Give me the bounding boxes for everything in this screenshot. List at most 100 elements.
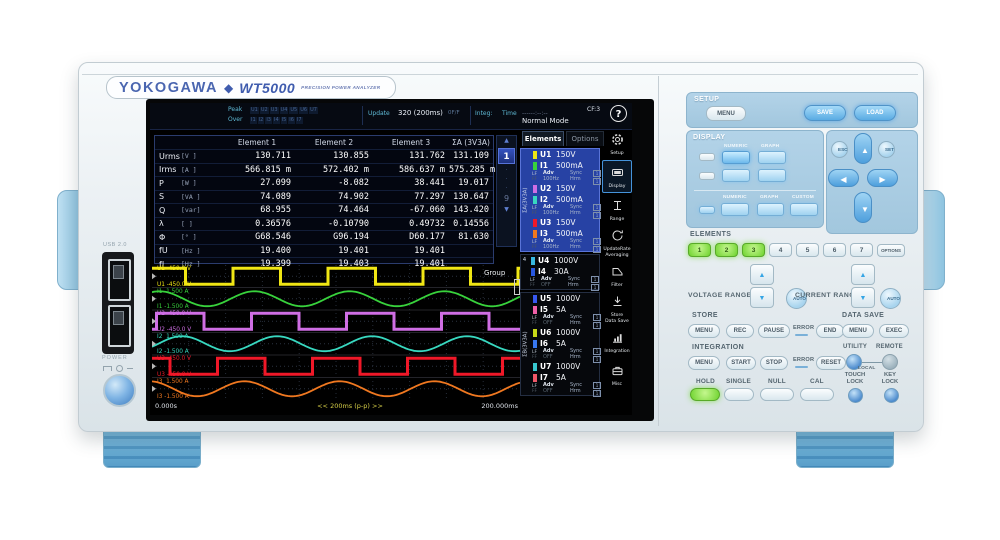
peak-channel: U1 [250,107,259,114]
options-button[interactable]: OPTIONS [877,244,905,257]
menu-item-misc[interactable]: Misc [602,358,632,391]
menu-item-range[interactable]: Range [602,193,632,226]
element-3-button[interactable]: 3 [742,243,765,257]
nav-left-button[interactable]: ◀ [828,169,859,187]
menu-item-integration[interactable]: Integration [602,325,632,358]
null-button[interactable] [760,388,794,401]
current-color-chip [533,161,537,170]
touch-lock-button[interactable] [848,388,863,403]
row-unit: [var] [181,206,201,215]
display-c-graph-button[interactable] [757,203,784,216]
channel-range: 1000V [556,328,581,337]
help-icon[interactable]: ? [610,105,627,122]
utility-button[interactable] [846,354,862,370]
element-item[interactable]: U4 1000V I4 30A LF FF Adv OFF Sync Hrm 1 1 [528,255,599,291]
element-2-button[interactable]: 2 [715,243,738,257]
element-5-button[interactable]: 5 [796,243,819,257]
key-lock-button[interactable] [884,388,899,403]
cell-value: G68.546 [255,232,291,243]
display-b-numeric-button[interactable] [722,169,750,182]
channel-range: 30A [554,267,569,276]
usb-port-top[interactable] [108,259,131,301]
cell-value: 19.399 [260,259,291,270]
voltage-range-down-button[interactable]: ▼ [750,287,774,308]
tab-options[interactable]: Options [566,131,604,146]
usb-port-bottom[interactable] [108,305,131,347]
display-graph-label: GRAPH [761,144,780,149]
element-item[interactable]: U6 1000V I6 5A LF FF Adv OFF Sync Hrm 1 1 [530,327,601,363]
element-1-button[interactable]: 1 [688,243,711,257]
peak-channel: U2 [259,107,269,114]
hold-button[interactable] [690,388,720,401]
store-pause-button[interactable]: PAUSE [758,324,790,338]
element-voltage-row: U2 150V [530,183,601,194]
adv-setting: Adv OFF [543,314,554,326]
esc-button[interactable]: ESC [831,141,848,158]
nav-right-button[interactable]: ▶ [867,169,898,187]
store-end-button[interactable]: END [816,324,844,338]
display-b-indicator-button[interactable] [699,172,715,180]
menu-item-setup[interactable]: Setup [602,127,632,160]
element-item[interactable]: U7 1000V I7 5A LF FF Adv OFF Sync Hrm 1 1 [530,361,601,397]
integration-reset-button[interactable]: RESET [816,356,846,370]
last-page[interactable]: 9 [503,194,510,203]
lcd-screen[interactable]: Peak Over U1 U2 U3 U4 U5 U6 U7 I1 I2 I3 I4 I5 I6 I7 … [150,103,632,415]
data-save-exec-button[interactable]: EXEC [879,324,909,338]
load-button[interactable]: LOAD [854,105,896,121]
nav-down-button[interactable]: ▼ [854,192,872,223]
adv-setting: Adv OFF [543,382,554,394]
menu-item-store[interactable]: Store Data Save [602,292,632,325]
setup-menu-button[interactable]: MENU [706,106,746,121]
element-6-button[interactable]: 6 [823,243,846,257]
integration-menu-button[interactable]: MENU [688,356,720,370]
waveform-scroll-tab[interactable] [514,279,520,295]
menu-item-filter[interactable]: Filter [602,259,632,292]
element-item[interactable]: U5 1000V I5 5A LF FF Adv OFF Sync Hrm 1 1 [530,293,601,329]
display-c-indicator-button[interactable] [699,206,715,214]
display-b-graph-button[interactable] [758,169,786,182]
current-auto-button[interactable]: AUTO [880,288,901,309]
power-button[interactable] [103,374,136,407]
element-item[interactable]: U3 150V I3 500mA LF FF Adv 100Hz Sync Hrm 1 1 [530,217,601,253]
save-button[interactable]: SAVE [804,105,846,121]
store-menu-button[interactable]: MENU [688,324,720,338]
display-a-graph-button[interactable] [758,151,786,164]
trace-5 [151,380,521,398]
channel-name: I7 [540,373,549,382]
display-c-numeric-button[interactable] [721,203,749,216]
voltage-auto-button[interactable]: AUTO [786,288,807,309]
menu-item-updaterate[interactable]: UpdateRate Averaging [602,226,632,259]
current-range-down-button[interactable]: ▼ [851,287,875,308]
channel-range: 1000V [556,362,581,371]
cell-value: 27.099 [260,178,291,189]
peak-channel: U7 [309,107,318,114]
single-button[interactable] [724,388,754,401]
menu-item-label: Setup [610,150,624,156]
nav-up-button[interactable]: ▲ [854,133,872,164]
tab-elements[interactable]: Elements [522,131,564,146]
set-button[interactable]: SET [878,141,895,158]
channel-range: 150V [556,184,576,193]
element-item[interactable]: U1 150V I1 500mA LF FF Adv 100Hz Sync Hrm 1 1 [530,149,601,185]
page-down-icon[interactable]: ▼ [504,206,509,213]
element-group: 4 U4 1000V I4 30A LF FF Adv OFF Sync Hrm 1 1 [520,254,600,291]
menu-item-display[interactable]: Display [602,160,632,193]
display-a-indicator-button[interactable] [699,153,715,161]
page-up-icon[interactable]: ▲ [504,137,509,144]
display-c-custom-button[interactable] [790,203,818,216]
element-item[interactable]: U2 150V I2 500mA LF FF Adv 100Hz Sync Hrm 1 1 [530,183,601,219]
display-a-numeric-button[interactable] [722,151,750,164]
element-group: ΣB(3V3A) U5 1000V I5 5A LF FF Adv OFF Sync Hrm 1 1 U6… [520,292,601,397]
element-4-button[interactable]: 4 [769,243,792,257]
current-page[interactable]: 1 [498,148,515,164]
table-row: Φ [° ] G68.546 G96.194 D60.177 81.630 [155,230,493,244]
store-rec-button[interactable]: REC [726,324,754,338]
data-save-menu-button[interactable]: MENU [842,324,874,338]
cal-button[interactable] [800,388,834,401]
element-7-button[interactable]: 7 [850,243,873,257]
current-range-up-button[interactable]: ▲ [851,264,875,285]
page-selector[interactable]: ▲ 1 · · · 9 ▼ [496,135,517,247]
integration-stop-button[interactable]: STOP [760,356,788,370]
integration-start-button[interactable]: START [726,356,756,370]
voltage-range-up-button[interactable]: ▲ [750,264,774,285]
